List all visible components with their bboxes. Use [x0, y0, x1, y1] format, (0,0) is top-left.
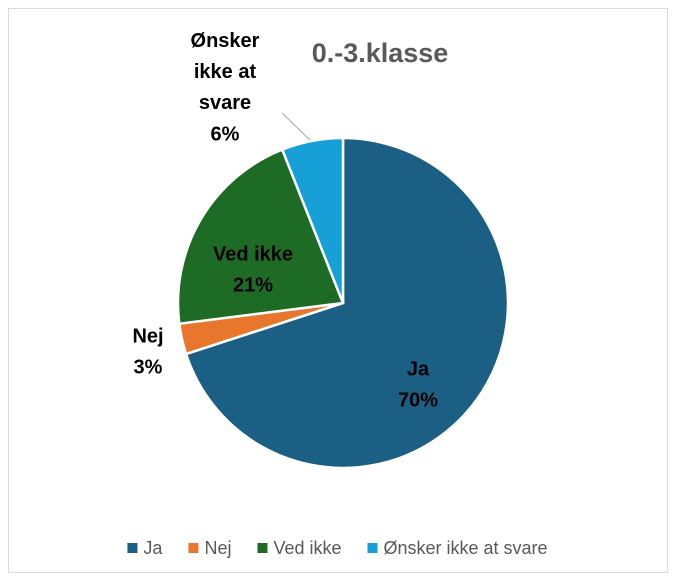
- leader-line: [281, 112, 312, 142]
- data-label-category: Ja: [407, 358, 430, 380]
- legend: Ja Nej Ved ikke Ønsker ikke at svare: [127, 538, 548, 558]
- data-label-value: 3%: [134, 356, 163, 378]
- data-label-category: Nej: [132, 325, 163, 347]
- data-label-value: 70%: [398, 389, 438, 411]
- pie-slice: [184, 136, 510, 470]
- pie-slice: [176, 147, 345, 326]
- legend-swatch: [367, 543, 378, 553]
- legend-label: Ved ikke: [273, 538, 341, 558]
- data-label-value: 6%: [211, 123, 240, 145]
- data-label-category: Ved ikke: [213, 243, 293, 265]
- legend-swatch: [188, 543, 199, 553]
- data-label-value: 21%: [233, 274, 273, 296]
- legend-swatch: [257, 543, 268, 553]
- data-label-category: Ønsker ikke at svare: [191, 30, 260, 114]
- chart-title: 0.-3.klasse: [312, 38, 449, 68]
- pie-slice: [280, 136, 345, 304]
- legend-label: Nej: [204, 538, 231, 558]
- legend-label: Ønsker ikke at svare: [384, 538, 548, 558]
- legend-swatch: [127, 543, 138, 553]
- legend-label: Ja: [143, 538, 163, 558]
